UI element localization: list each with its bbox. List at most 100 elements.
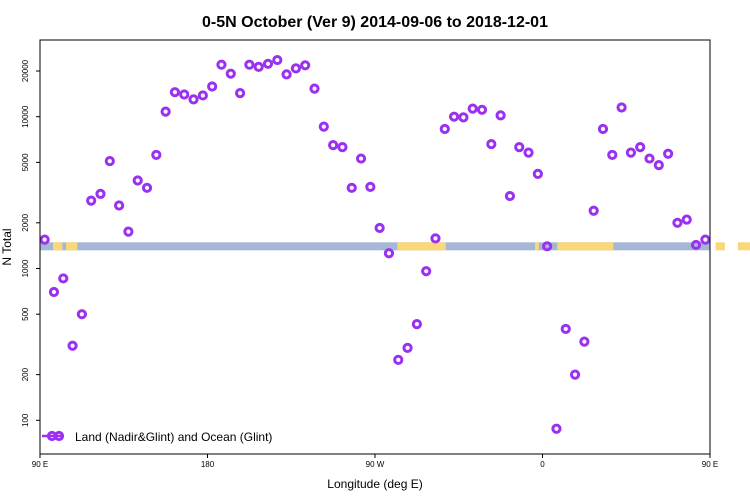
data-point	[290, 63, 302, 74]
data-point	[123, 226, 134, 237]
data-point	[179, 89, 190, 100]
data-point	[281, 69, 292, 80]
data-point	[476, 104, 488, 115]
y-tick-label: 2000	[21, 213, 30, 231]
data-point	[393, 354, 404, 366]
x-tick-label: 0	[540, 460, 545, 469]
data-point	[169, 87, 181, 98]
data-point	[402, 342, 413, 353]
data-point	[635, 142, 646, 153]
data-point	[514, 142, 525, 153]
data-point	[234, 88, 246, 99]
data-point	[467, 103, 478, 114]
data-point	[48, 286, 60, 298]
data-point	[141, 182, 153, 193]
data-point	[690, 239, 702, 251]
data-point	[383, 248, 395, 259]
data-point	[430, 233, 441, 244]
data-point	[421, 266, 432, 277]
data-point	[104, 155, 115, 167]
y-axis-label: N Total	[0, 228, 14, 265]
data-point	[132, 175, 143, 186]
data-point	[448, 111, 460, 122]
data-point	[318, 121, 329, 132]
data-point	[588, 205, 599, 216]
data-point	[579, 336, 590, 347]
x-tick-label: 90 E	[702, 460, 718, 469]
land-segment	[66, 242, 78, 251]
data-point	[337, 142, 348, 153]
land-segment	[715, 242, 725, 251]
y-tick-label: 1000	[21, 259, 30, 277]
data-point	[272, 54, 283, 66]
data-point	[439, 123, 450, 135]
data-point	[644, 153, 655, 164]
y-tick-label: 10000	[21, 105, 30, 128]
axis-ticks: 90 E 180 90 W 0 90 E 100 200 500 1000 2000 5000 100…	[21, 59, 718, 469]
data-point	[300, 60, 311, 71]
data-point	[672, 217, 683, 228]
data-point	[188, 94, 199, 105]
data-point	[486, 138, 497, 150]
data-point	[355, 153, 367, 164]
y-tick-label: 500	[21, 307, 30, 321]
land-segment	[53, 242, 63, 251]
x-tick-label: 90 E	[32, 460, 48, 469]
chart-title: 0-5N October (Ver 9) 2014-09-06 to 2018-…	[202, 14, 548, 31]
data-point	[207, 81, 218, 92]
data-point	[76, 309, 87, 320]
data-point	[597, 123, 609, 135]
data-point	[58, 273, 69, 284]
data-point	[625, 147, 637, 158]
data-point	[653, 159, 664, 171]
land-segment	[737, 242, 750, 251]
data-point	[151, 149, 162, 161]
land-segment	[557, 242, 614, 251]
data-point	[504, 190, 516, 202]
data-point	[542, 241, 553, 252]
x-axis-label: Longitude (deg E)	[327, 477, 422, 491]
data-point	[309, 83, 320, 94]
legend-marker	[53, 430, 65, 442]
data-point	[607, 149, 618, 161]
data-point	[495, 110, 506, 121]
y-tick-label: 20000	[21, 59, 30, 82]
data-point	[663, 148, 674, 159]
plot-frame	[39, 39, 711, 455]
data-point	[160, 106, 171, 117]
data-point	[532, 168, 543, 179]
data-point	[523, 147, 534, 158]
data-point	[262, 58, 274, 69]
data-point	[197, 90, 208, 101]
coverage-band	[40, 242, 750, 251]
data-point	[411, 319, 422, 330]
x-tick-label: 180	[201, 460, 215, 469]
land-segment	[397, 242, 446, 251]
data-point	[569, 369, 581, 380]
data-point	[681, 214, 692, 225]
y-tick-label: 200	[21, 367, 30, 381]
data-point	[328, 139, 339, 151]
legend: Land (Nadir&Glint) and Ocean (Glint)	[42, 430, 272, 444]
x-tick-label: 90 W	[366, 460, 385, 469]
data-point	[216, 59, 227, 70]
y-tick-label: 5000	[21, 153, 30, 171]
data-point	[700, 234, 711, 245]
legend-label: Land (Nadir&Glint) and Ocean (Glint)	[75, 430, 272, 444]
data-point	[86, 195, 97, 206]
data-point	[458, 112, 469, 123]
data-point	[616, 102, 627, 113]
data-point	[244, 59, 255, 70]
data-point	[551, 423, 562, 434]
data-point	[39, 234, 50, 245]
data-point	[560, 323, 571, 335]
data-point	[67, 340, 78, 351]
data-point	[253, 61, 264, 72]
data-point	[113, 200, 125, 211]
data-point	[225, 68, 236, 79]
land-segment	[535, 242, 539, 251]
data-point	[365, 181, 376, 192]
data-point	[95, 188, 106, 200]
data-point	[374, 222, 385, 234]
